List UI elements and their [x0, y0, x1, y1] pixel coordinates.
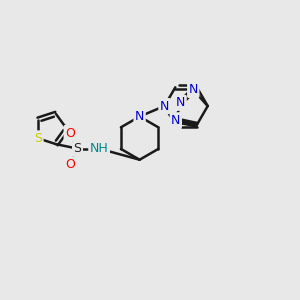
Text: NH: NH	[90, 142, 109, 155]
Text: O: O	[65, 127, 75, 140]
Text: S: S	[34, 132, 42, 145]
Text: O: O	[65, 158, 75, 171]
Text: N: N	[135, 110, 144, 123]
Text: N: N	[171, 114, 181, 127]
Text: N: N	[189, 83, 198, 97]
Text: N: N	[160, 100, 169, 112]
Text: S: S	[74, 142, 82, 155]
Text: N: N	[176, 96, 185, 110]
Text: N: N	[171, 118, 180, 131]
